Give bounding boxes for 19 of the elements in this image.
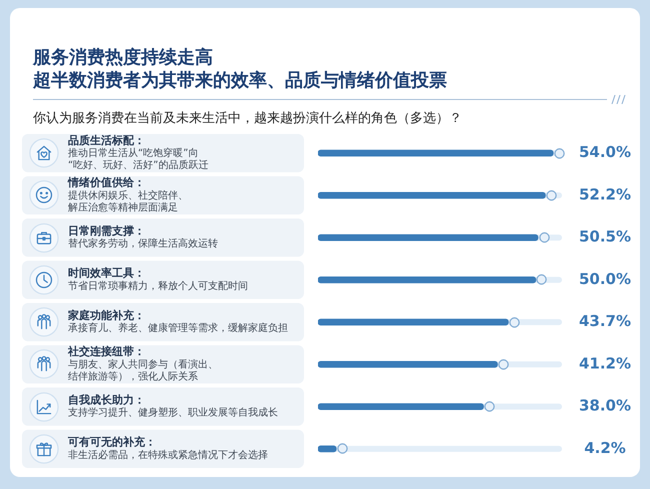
chart-subtitle: 超半数消费者为其带来的效率、品质与情绪价值投票 [33,69,447,92]
y-tick-label: 品质生活标配：推动日常生活从“吃饱穿暖”向“吃好、玩好、活好”的品质跃迁 [68,134,208,172]
data-label: 52.2% [578,185,632,204]
y-tick-label: 社交连接纽带：与朋友、家人共同参与（看演出、结伴旅游等），强化人际关系 [67,345,218,382]
y-tick-label: 家庭功能补充：承接育儿、养老、健康管理等需求，缓解家庭负担 [67,308,288,334]
y-tick-label: 自我成长助力：支持学习提升、健身塑形、职业发展等自我成长 [68,393,278,419]
text: 你认为服务消费在当前及未来生活中，越来越扮演什么样的角色（多选）？ [33,110,462,128]
text: 服务消费热度持续走高 [33,46,213,69]
y-tick-label: 日常刚需支撑：替代家务劳动，保障生活高效运转 [68,224,218,250]
y-tick-label: 可有可无的补充：非生活必需品，在特殊或紧急情况下才会选择 [67,436,268,461]
y-tick-label: 时间效率工具：节省日常琐事精力，释放个人可支配时间 [68,266,248,292]
y-tick-label: 情绪价值供给：提供休闲娱乐、社交陪伴、解压治愈等精神层面满足 [67,176,188,214]
data-label: 41.2% [578,354,632,372]
data-label: 54.0% [578,143,632,162]
data-label: 4.2% [584,438,626,457]
data-label: 50.0% [578,270,632,288]
data-label: 50.5% [578,228,632,246]
data-label: 38.0% [578,396,632,415]
data-label: 43.7% [578,312,632,330]
